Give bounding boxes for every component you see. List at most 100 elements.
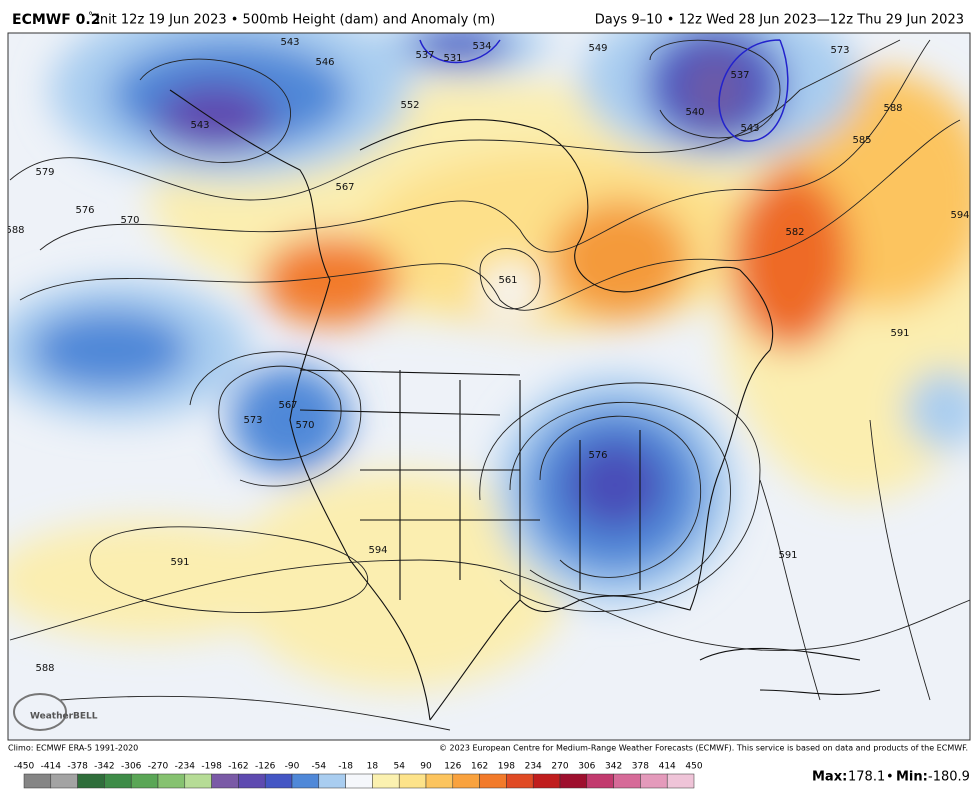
coastline bbox=[359, 119, 741, 293]
header-left: Init 12z 19 Jun 2023 • 500mb Height (dam… bbox=[96, 13, 495, 28]
colorbar-label: 198 bbox=[498, 762, 515, 772]
coastlines bbox=[169, 89, 881, 721]
contour-label: 549 bbox=[588, 43, 607, 54]
colorbar-label: 18 bbox=[367, 762, 379, 772]
colorbar-label: -378 bbox=[67, 762, 88, 772]
colorbar-swatch bbox=[130, 773, 159, 789]
logo-text: WeatherBELL bbox=[30, 712, 98, 722]
colorbar-swatch bbox=[264, 773, 293, 789]
contour-label: 534 bbox=[472, 41, 491, 52]
colorbar-swatch bbox=[291, 773, 320, 789]
colorbar-label: 450 bbox=[685, 762, 702, 772]
colorbar-label: -234 bbox=[175, 762, 196, 772]
contour bbox=[39, 39, 931, 253]
contour bbox=[19, 119, 961, 311]
map: 543 546 537 531 534 549 537 540 543 543 552 567 579 5… bbox=[8, 33, 970, 740]
contour bbox=[479, 248, 541, 310]
copyright: © 2023 European Centre for Medium-Range … bbox=[439, 744, 968, 753]
colorbar-label: -450 bbox=[14, 762, 35, 772]
contour bbox=[539, 415, 702, 578]
contour-label: 588 bbox=[35, 663, 54, 674]
colorbar-label: -162 bbox=[228, 762, 248, 772]
colorbar-swatch bbox=[345, 773, 373, 789]
colorbar-label: -270 bbox=[148, 762, 169, 772]
map-border bbox=[7, 32, 971, 741]
coastline bbox=[169, 89, 431, 721]
climo-note: Climo: ECMWF ERA-5 1991-2020 bbox=[8, 744, 138, 753]
min-label: Min: bbox=[896, 770, 928, 785]
contour-label: 567 bbox=[278, 400, 297, 411]
anomaly-blob bbox=[680, 50, 750, 130]
contour bbox=[869, 419, 931, 701]
colorbar-swatch bbox=[238, 773, 266, 789]
colorbar-label: -342 bbox=[94, 762, 114, 772]
colorbar-swatch bbox=[104, 773, 132, 789]
anomaly-blob bbox=[30, 310, 190, 390]
contour-label: 552 bbox=[400, 100, 419, 111]
contour bbox=[9, 559, 970, 651]
colorbar-label: -306 bbox=[121, 762, 142, 772]
contour-label: 537 bbox=[730, 70, 749, 81]
colorbar-swatch bbox=[532, 773, 561, 789]
contour-label: 570 bbox=[120, 215, 139, 226]
contour bbox=[9, 39, 901, 201]
anomaly-blob bbox=[730, 170, 850, 350]
colorbar-label: 270 bbox=[551, 762, 568, 772]
contour-label: 543 bbox=[740, 123, 759, 134]
contour-540 bbox=[718, 39, 789, 142]
colorbar-swatch bbox=[184, 773, 212, 789]
colorbar-label: 234 bbox=[525, 762, 542, 772]
anomaly-blob bbox=[905, 370, 970, 450]
colorbar-swatch bbox=[398, 773, 427, 789]
contour-label: 594 bbox=[368, 545, 387, 556]
colorbar-swatch bbox=[372, 773, 400, 789]
contour bbox=[759, 479, 821, 701]
contour-label: 591 bbox=[170, 557, 189, 568]
colorbar-label: -18 bbox=[338, 762, 353, 772]
colorbar-label: 306 bbox=[578, 762, 595, 772]
contour-label: 582 bbox=[785, 227, 804, 238]
separator: • bbox=[886, 770, 894, 785]
contour bbox=[649, 39, 781, 139]
colorbar-label: -198 bbox=[201, 762, 222, 772]
contour-label: 594 bbox=[950, 210, 969, 221]
colorbar-swatch bbox=[318, 773, 346, 789]
colorbar-swatch bbox=[23, 773, 52, 789]
colorbar-label: 90 bbox=[420, 762, 432, 772]
contour-label: 561 bbox=[498, 275, 517, 286]
anomaly-blob bbox=[155, 83, 275, 153]
degree: ° bbox=[88, 11, 93, 22]
coastline bbox=[429, 269, 774, 721]
min-value: -180.9 bbox=[928, 770, 970, 785]
model-name: ECMWF 0.2 bbox=[12, 12, 100, 28]
contour-label: 591 bbox=[890, 328, 909, 339]
contour-label: 537 bbox=[415, 50, 434, 61]
colorbar-label: 126 bbox=[444, 762, 461, 772]
colorbar-label: -54 bbox=[311, 762, 326, 772]
contour bbox=[218, 365, 342, 461]
max-label: Max: bbox=[812, 770, 847, 785]
contour-label: 543 bbox=[280, 37, 299, 48]
colorbar-label: 342 bbox=[605, 762, 622, 772]
colorbar-swatch bbox=[211, 773, 239, 789]
contour bbox=[59, 695, 451, 731]
anomaly-blob bbox=[550, 200, 690, 320]
colorbar-swatch bbox=[559, 773, 588, 789]
contour-label: 570 bbox=[295, 420, 314, 431]
header-right: Days 9–10 • 12z Wed 28 Jun 2023—12z Thu … bbox=[595, 13, 964, 28]
colorbar-swatch bbox=[157, 773, 186, 789]
contour bbox=[89, 526, 368, 613]
contour bbox=[479, 382, 761, 612]
coastline bbox=[699, 647, 881, 695]
contour-label: 576 bbox=[75, 205, 94, 216]
colorbar-swatch bbox=[586, 773, 614, 789]
logo: WeatherBELL bbox=[13, 693, 98, 731]
contour-label: 576 bbox=[588, 450, 607, 461]
colorbar-label: 54 bbox=[393, 762, 405, 772]
contour-label: 546 bbox=[315, 57, 334, 68]
max-value: 178.1 bbox=[848, 770, 885, 785]
colorbar-label: 414 bbox=[659, 762, 676, 772]
colorbar-label: 162 bbox=[471, 762, 488, 772]
contour bbox=[139, 58, 291, 163]
